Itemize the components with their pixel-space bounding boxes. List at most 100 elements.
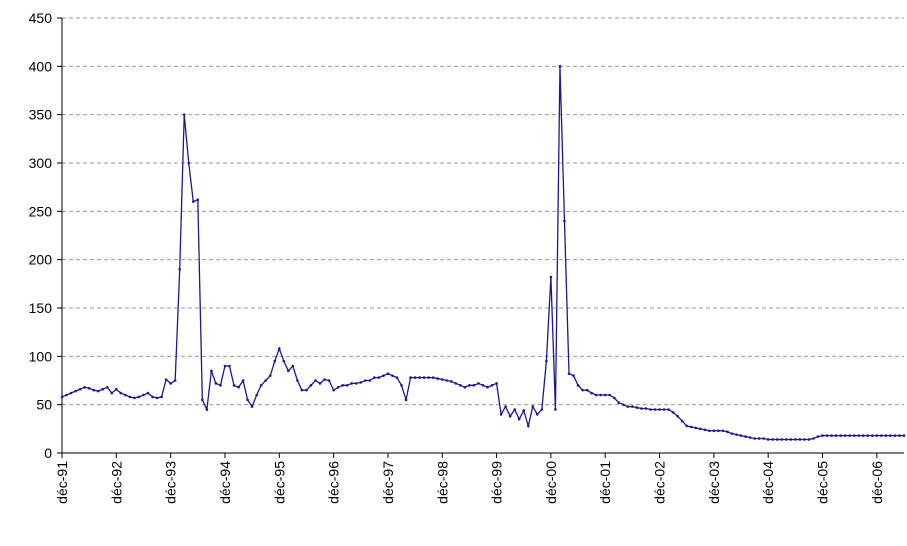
point xyxy=(898,434,901,437)
point xyxy=(92,388,95,392)
point xyxy=(889,434,892,437)
point xyxy=(83,385,86,389)
point xyxy=(726,430,729,434)
point xyxy=(626,405,630,408)
point xyxy=(291,364,295,368)
point xyxy=(880,434,883,437)
point xyxy=(232,384,236,387)
point xyxy=(757,437,761,440)
point xyxy=(712,429,716,433)
point xyxy=(848,434,851,437)
point xyxy=(585,388,589,392)
point xyxy=(536,413,539,416)
point xyxy=(368,379,372,382)
point xyxy=(640,407,643,410)
point xyxy=(807,438,811,441)
point xyxy=(490,384,494,387)
point xyxy=(210,369,213,373)
point xyxy=(780,438,784,441)
y-tick-label: 100 xyxy=(29,348,53,364)
point xyxy=(241,379,245,382)
point xyxy=(861,434,865,437)
point xyxy=(667,408,670,411)
point xyxy=(133,396,136,400)
point xyxy=(142,393,145,397)
point xyxy=(350,382,354,385)
point xyxy=(332,388,335,392)
point xyxy=(155,396,159,400)
x-tick-label: déc-94 xyxy=(217,461,233,504)
point xyxy=(305,388,308,392)
point xyxy=(739,434,743,437)
point xyxy=(318,382,322,385)
point xyxy=(680,419,684,423)
point xyxy=(359,381,363,384)
point xyxy=(517,417,521,421)
point xyxy=(364,379,367,382)
point xyxy=(110,391,114,395)
point xyxy=(187,161,191,165)
point xyxy=(382,374,385,377)
x-tick-label: déc-97 xyxy=(380,461,396,504)
point xyxy=(599,393,602,397)
point xyxy=(101,387,105,391)
point xyxy=(576,384,580,387)
point xyxy=(685,424,689,428)
point xyxy=(671,411,675,414)
point xyxy=(875,434,879,437)
point xyxy=(391,374,394,377)
point xyxy=(169,382,172,385)
point xyxy=(237,385,240,389)
point xyxy=(454,382,458,385)
point xyxy=(554,408,557,411)
y-tick-label: 250 xyxy=(29,203,53,219)
point xyxy=(622,403,625,406)
point xyxy=(413,376,417,379)
point xyxy=(273,359,277,363)
point xyxy=(635,406,639,409)
x-tick-label: déc-91 xyxy=(54,461,70,504)
x-tick-label: déc-03 xyxy=(706,461,722,504)
point xyxy=(558,65,562,68)
point xyxy=(513,408,516,411)
point xyxy=(137,395,141,399)
point xyxy=(327,379,331,382)
x-tick-label: déc-01 xyxy=(597,461,613,504)
point xyxy=(649,408,652,411)
point xyxy=(775,438,779,441)
point xyxy=(259,384,263,387)
x-tick-label: déc-04 xyxy=(760,461,776,504)
point xyxy=(205,408,209,411)
point xyxy=(395,376,399,379)
point xyxy=(689,425,693,429)
point xyxy=(617,401,621,405)
y-tick-label: 150 xyxy=(29,300,53,316)
x-tick-label: déc-93 xyxy=(163,461,179,504)
point xyxy=(644,407,648,410)
point xyxy=(246,398,249,402)
point xyxy=(250,405,254,408)
point xyxy=(115,387,118,391)
point xyxy=(450,380,453,383)
point xyxy=(219,384,222,387)
x-tick-label: déc-96 xyxy=(326,461,342,504)
point xyxy=(495,382,498,385)
point xyxy=(377,376,381,379)
point xyxy=(563,219,566,223)
point xyxy=(69,391,73,395)
point xyxy=(182,113,186,116)
y-tick-label: 300 xyxy=(29,155,53,171)
point xyxy=(816,435,820,438)
point xyxy=(309,384,313,387)
point xyxy=(314,379,317,382)
point xyxy=(255,393,258,397)
point xyxy=(771,438,775,441)
point xyxy=(422,376,426,379)
x-tick-label: déc-05 xyxy=(815,461,831,504)
point xyxy=(477,382,480,385)
point xyxy=(794,438,797,441)
point xyxy=(60,395,64,399)
point xyxy=(717,429,720,433)
point xyxy=(277,347,281,350)
point xyxy=(345,384,349,387)
